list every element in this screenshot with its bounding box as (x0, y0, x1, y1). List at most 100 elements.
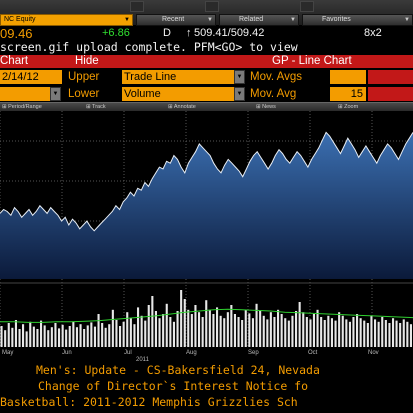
volume-bar (54, 323, 57, 347)
lower-left-chevron-icon[interactable]: ▼ (50, 87, 61, 101)
news-label: News (262, 104, 276, 110)
volume-bar (323, 320, 326, 347)
volume-bar (4, 330, 7, 347)
mov-avg-indicator (368, 87, 413, 101)
recent-dropdown[interactable]: Recent ▼ (136, 14, 216, 26)
volume-bar (0, 326, 3, 347)
lower-left-select[interactable] (0, 87, 50, 101)
news-tab[interactable]: ⊞ News (256, 104, 276, 110)
annotate-tab[interactable]: ⊞ Annotate (168, 104, 196, 110)
volume-bar (399, 323, 402, 347)
lower-study-select[interactable]: Volume (122, 87, 234, 101)
month-tick-label: Nov (368, 350, 379, 356)
month-tick-label: Sep (248, 350, 259, 356)
volume-bar (291, 315, 294, 347)
chart-menu-label[interactable]: Chart (0, 55, 29, 67)
options-row-upper: 2/14/12 Upper Trade Line ▼ Mov. Avgs (0, 69, 413, 85)
volume-bar (327, 315, 330, 347)
related-dropdown[interactable]: Related ▼ (219, 14, 299, 26)
track-tab[interactable]: ⊞ Track (86, 104, 106, 110)
volume-bar (190, 314, 193, 347)
line-chart[interactable]: May Jun Jul Aug Sep Oct Nov 2011 (0, 111, 413, 362)
toolbar-button[interactable] (205, 1, 219, 12)
volume-bar (212, 314, 215, 347)
volume-bar (137, 307, 140, 347)
volume-bar (194, 305, 197, 347)
volume-bar (90, 322, 93, 347)
volume-bar (230, 305, 233, 347)
upper-select-chevron-icon[interactable]: ▼ (234, 70, 245, 84)
ticker-dropdown[interactable]: NC Equity ▼ (0, 14, 133, 26)
mov-avg-period-field[interactable]: 15 (330, 87, 366, 101)
volume-bar (18, 329, 21, 347)
volume-bar (269, 312, 272, 347)
volume-bar (50, 327, 53, 347)
volume-bar (144, 320, 147, 347)
news-headline[interactable]: Change of Director`s Interest Notice fo (0, 378, 413, 394)
lower-select-chevron-icon[interactable]: ▼ (234, 87, 245, 101)
volume-bar (338, 312, 341, 347)
volume-bar (356, 314, 359, 347)
volume-bars (0, 290, 412, 347)
news-headline[interactable]: Basketball: 2011-2012 Memphis Grizzlies … (0, 394, 413, 410)
volume-bar (25, 331, 28, 347)
volume-bar (180, 290, 183, 347)
volume-bar (359, 318, 362, 347)
volume-bar (392, 318, 395, 347)
volume-bar (366, 323, 369, 347)
period-range-tab[interactable]: ⊞ Period/Range (2, 104, 42, 110)
volume-bar (384, 320, 387, 347)
toolbar-button[interactable] (130, 1, 144, 12)
volume-bar (47, 330, 50, 347)
month-tick-label: Aug (186, 350, 197, 356)
volume-bar (219, 315, 222, 347)
month-tick-label: Jun (62, 350, 72, 356)
volume-bar (154, 311, 157, 347)
month-tick-label: Oct (308, 350, 318, 356)
mov-avgs-indicator (368, 70, 413, 84)
volume-bar (251, 318, 254, 347)
volume-bar (352, 317, 355, 347)
period-range-label: Period/Range (8, 104, 42, 110)
upper-label: Upper (68, 71, 100, 83)
volume-bar (266, 319, 269, 347)
volume-bar (79, 324, 82, 347)
volume-bar (36, 329, 39, 347)
date-field[interactable]: 2/14/12 (0, 70, 62, 84)
volume-bar (97, 314, 100, 347)
volume-bar (86, 325, 89, 347)
hide-button[interactable]: Hide (75, 55, 99, 67)
mov-avgs-field[interactable] (330, 70, 366, 84)
chevron-down-icon: ▼ (404, 17, 410, 23)
volume-bar (374, 319, 377, 347)
volume-bar (262, 315, 265, 347)
ticker-label: NC Equity (4, 16, 36, 23)
chart-title: GP - Line Chart (272, 55, 352, 67)
news-headline[interactable]: Men's: Update - CS-Bakersfield 24, Nevad… (0, 362, 413, 378)
volume-bar (169, 317, 172, 347)
related-label: Related (239, 16, 264, 23)
volume-bar (280, 314, 283, 347)
volume-bar (101, 323, 104, 347)
volume-bar (259, 311, 262, 347)
price-area (0, 132, 413, 279)
lower-label: Lower (68, 88, 100, 100)
options-row-lower: ▼ Lower Volume ▼ Mov. Avg 15 (0, 86, 413, 102)
volume-bar (370, 315, 373, 347)
zoom-tab[interactable]: ⊞ Zoom (338, 104, 359, 110)
volume-bar (316, 309, 319, 347)
volume-bar (388, 323, 391, 347)
volume-bar (14, 320, 17, 347)
volume-bar (7, 323, 10, 347)
month-tick-label: May (2, 350, 13, 356)
toolbar-button[interactable] (300, 1, 314, 12)
zoom-label: Zoom (344, 104, 359, 110)
upper-study-select[interactable]: Trade Line (122, 70, 234, 84)
volume-bar (223, 318, 226, 347)
favorites-dropdown[interactable]: Favorites ▼ (302, 14, 413, 26)
volume-bar (381, 317, 384, 347)
volume-bar (68, 326, 71, 347)
volume-bar (162, 314, 165, 347)
volume-bar (29, 321, 32, 347)
volume-bar (65, 329, 68, 347)
